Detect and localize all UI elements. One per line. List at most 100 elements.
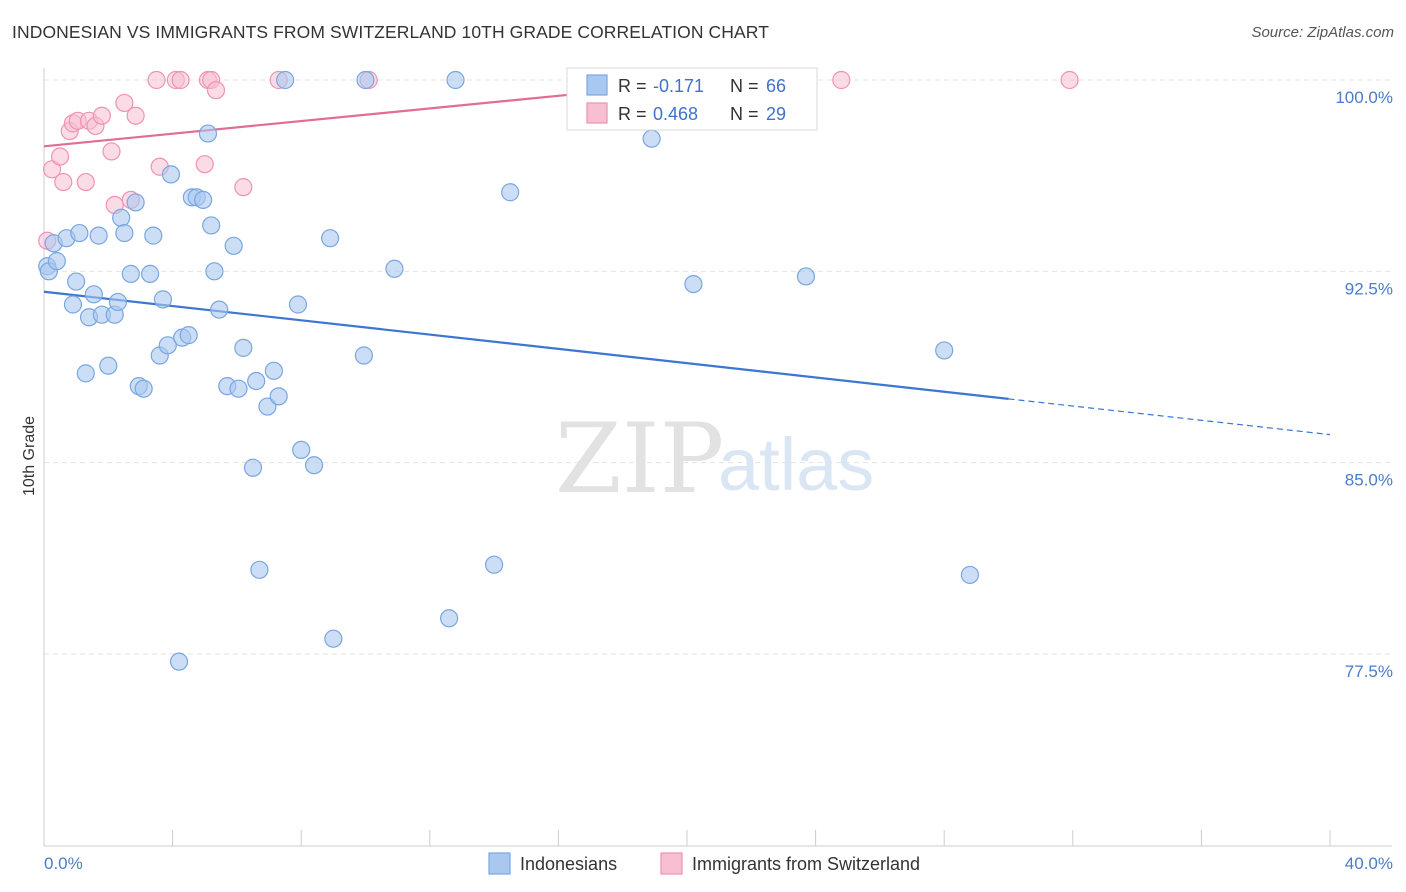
indonesian-point	[446, 70, 465, 90]
indonesian-point	[276, 70, 295, 90]
x-axis-ticks	[172, 830, 1331, 846]
indonesian-point	[243, 458, 263, 477]
swiss-point	[832, 70, 851, 90]
y-tick-label: 100.0%	[1335, 88, 1393, 107]
x-tick-label-min: 0.0%	[44, 854, 83, 873]
watermark-atlas: atlas	[718, 423, 874, 506]
indonesian-point	[205, 262, 224, 281]
indonesian-point	[140, 264, 160, 283]
legend-r-label-1: R =	[618, 76, 647, 96]
indonesian-point	[63, 295, 83, 314]
indonesian-point	[99, 356, 118, 375]
legend-r-value-indonesians: -0.171	[653, 76, 704, 96]
swiss-point	[76, 172, 95, 192]
indonesian-point	[108, 292, 128, 312]
indonesian-point	[250, 560, 269, 579]
indonesian-point	[501, 183, 520, 202]
trend-line-indonesians	[43, 290, 1009, 400]
bottom-legend-label-indonesians: Indonesians	[520, 854, 617, 874]
series-legend: Indonesians Immigrants from Switzerland	[488, 852, 920, 875]
legend-n-value-indonesians: 66	[766, 76, 786, 96]
swiss-points	[38, 70, 1079, 250]
indonesian-point	[89, 226, 108, 245]
axes	[43, 68, 1392, 847]
indonesian-point	[234, 338, 253, 357]
indonesian-point	[258, 397, 277, 416]
swiss-point	[234, 178, 253, 197]
chart-source: Source: ZipAtlas.com	[1251, 24, 1394, 41]
legend-n-value-swiss: 29	[766, 104, 786, 124]
swiss-point	[206, 81, 226, 100]
y-axis-tick-labels: 100.0% 92.5% 85.0% 77.5%	[1335, 88, 1393, 681]
indonesian-point	[269, 387, 288, 406]
swiss-point	[115, 93, 134, 113]
indonesian-point	[70, 223, 89, 243]
indonesian-point	[356, 70, 375, 90]
swiss-point	[54, 172, 73, 192]
indonesian-point	[485, 555, 504, 574]
indonesian-point	[84, 285, 103, 304]
swiss-point	[195, 155, 214, 174]
indonesian-point	[112, 208, 131, 227]
swiss-point	[50, 147, 70, 166]
indonesian-point	[153, 290, 173, 309]
indonesian-point	[194, 190, 213, 210]
indonesian-point	[126, 193, 145, 212]
x-tick-label-max: 40.0%	[1345, 854, 1393, 873]
indonesian-point	[935, 341, 954, 360]
legend-r-label-2: R =	[618, 104, 647, 124]
watermark-zip: ZIP	[555, 403, 724, 515]
indonesian-point	[67, 272, 86, 291]
indonesian-point	[354, 346, 373, 365]
indonesian-point	[202, 216, 221, 235]
indonesian-point	[161, 165, 181, 184]
bottom-legend-swatch-indonesians	[488, 852, 511, 875]
indonesian-point	[210, 300, 229, 319]
swiss-point	[147, 70, 166, 90]
indonesian-point	[960, 565, 980, 585]
y-tick-label: 77.5%	[1345, 662, 1393, 681]
indonesian-point	[247, 371, 266, 391]
indonesian-point	[321, 229, 340, 248]
swiss-point	[102, 142, 121, 161]
y-tick-label: 92.5%	[1345, 279, 1393, 298]
bottom-legend-label-swiss: Immigrants from Switzerland	[692, 854, 920, 874]
indonesian-point	[179, 326, 198, 345]
indonesian-point	[144, 226, 163, 245]
indonesian-point	[264, 361, 283, 380]
indonesian-point	[115, 223, 134, 243]
indonesian-point	[134, 379, 153, 398]
indonesian-point	[796, 267, 816, 286]
indonesian-point	[169, 652, 189, 671]
indonesian-points	[38, 70, 980, 671]
legend-r-value-swiss: 0.468	[653, 104, 698, 124]
indonesian-point	[385, 259, 404, 278]
indonesian-point	[198, 124, 218, 143]
y-axis-label: 10th Grade	[21, 416, 38, 496]
swiss-point	[171, 70, 190, 90]
indonesian-point	[324, 629, 343, 648]
chart-title: INDONESIAN VS IMMIGRANTS FROM SWITZERLAN…	[12, 22, 769, 42]
indonesian-point	[642, 129, 661, 148]
indonesian-point	[158, 336, 177, 355]
watermark: ZIP atlas	[555, 403, 874, 515]
swiss-point	[1060, 70, 1079, 90]
indonesian-point	[47, 252, 66, 271]
legend-n-label-1: N =	[730, 76, 759, 96]
indonesian-point	[121, 264, 140, 283]
swiss-point	[126, 106, 145, 125]
swiss-point	[92, 106, 111, 125]
legend-swatch-swiss	[586, 102, 608, 124]
indonesian-point	[76, 364, 95, 383]
indonesian-point	[229, 379, 248, 398]
indonesian-point	[684, 274, 703, 294]
correlation-legend: R = -0.171 N = 66 R = 0.468 N = 29	[566, 67, 818, 131]
y-tick-label: 85.0%	[1345, 471, 1393, 490]
indonesian-point	[288, 295, 308, 314]
indonesian-point	[224, 236, 243, 255]
indonesian-point	[292, 440, 311, 460]
legend-swatch-indonesians	[586, 74, 608, 96]
legend-box	[566, 67, 818, 131]
indonesian-point	[439, 609, 459, 628]
